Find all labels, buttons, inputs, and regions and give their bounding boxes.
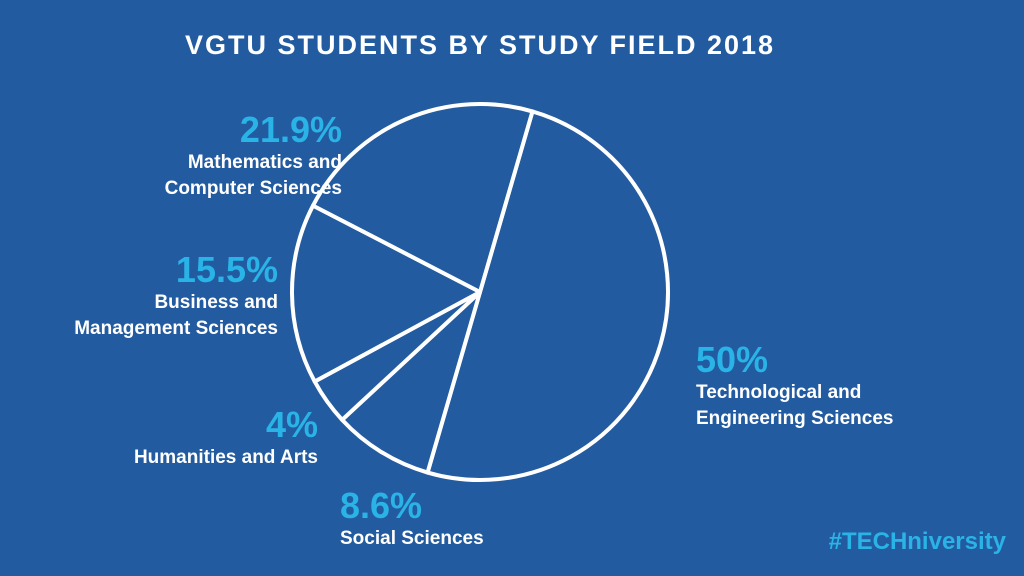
label-tech-percent: 50% <box>696 340 893 380</box>
label-business-percent: 15.5% <box>74 250 278 290</box>
label-tech: 50% Technological and Engineering Scienc… <box>696 340 893 432</box>
label-humanities: 4% Humanities and Arts <box>134 405 318 471</box>
label-business: 15.5% Business and Management Sciences <box>74 250 278 342</box>
label-social-name: Social Sciences <box>340 526 484 552</box>
label-math: 21.9% Mathematics and Computer Sciences <box>165 110 342 202</box>
label-social-percent: 8.6% <box>340 486 484 526</box>
label-math-percent: 21.9% <box>165 110 342 150</box>
label-tech-name: Technological and Engineering Sciences <box>696 380 893 432</box>
label-social: 8.6% Social Sciences <box>340 486 484 552</box>
label-humanities-percent: 4% <box>134 405 318 445</box>
hashtag: #TECHniversity <box>829 528 1006 556</box>
label-humanities-name: Humanities and Arts <box>134 445 318 471</box>
label-business-name: Business and Management Sciences <box>74 290 278 342</box>
label-math-name: Mathematics and Computer Sciences <box>165 150 342 202</box>
